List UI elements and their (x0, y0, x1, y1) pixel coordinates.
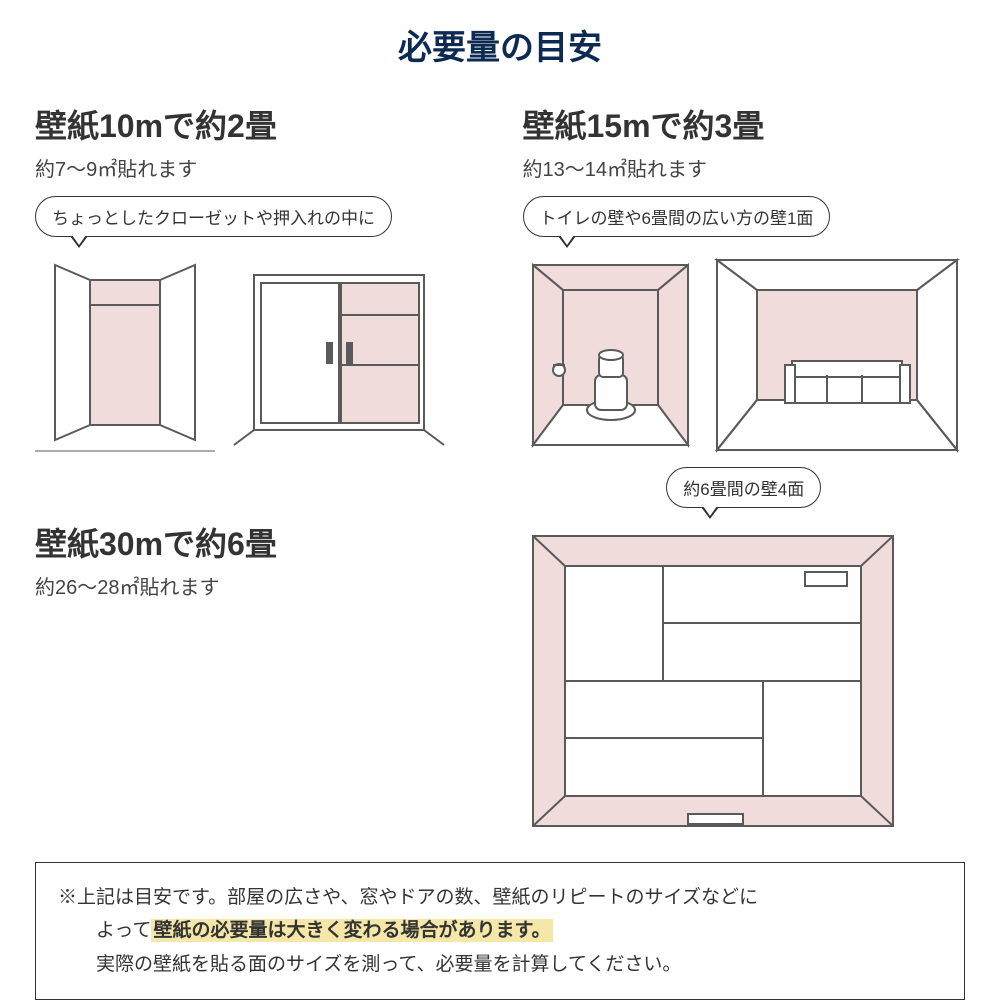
note-highlight: 壁紙の必要量は大きく変わる場合があります。 (151, 919, 552, 942)
illustration-row (523, 255, 966, 455)
section-sub: 約26～28㎡貼れます (35, 571, 478, 600)
section-sub: 約13～14㎡貼れます (523, 153, 966, 182)
illustration-row (35, 255, 478, 455)
note-box: ※上記は目安です。部屋の広さや、窓やドアの数、壁紙のリピートのサイズなどに よっ… (35, 862, 965, 1000)
speech-bubble: ちょっとしたクローゼットや押入れの中に (35, 196, 392, 237)
section-heading: 壁紙10mで約2畳 (35, 101, 478, 147)
section-heading: 壁紙15mで約3畳 (523, 101, 966, 147)
note-line2-pre: よって (58, 920, 151, 941)
note-line1: ※上記は目安です。部屋の広さや、窓やドアの数、壁紙のリピートのサイズなどに (58, 887, 758, 908)
page-title: 必要量の目安 (35, 20, 965, 69)
section-30m-text: 壁紙30mで約6畳 約26～28㎡貼れます (35, 519, 478, 836)
note-line3: 実際の壁紙を貼る面のサイズを測って、必要量を計算してください。 (58, 954, 681, 975)
section-10m: 壁紙10mで約2畳 約7～9㎡貼れます ちょっとしたクローゼットや押入れの中に (35, 101, 478, 455)
six-tatami-room-illustration (523, 526, 903, 836)
closet-open-illustration (35, 255, 215, 455)
section-sub: 約7～9㎡貼れます (35, 153, 478, 182)
oshiire-illustration (229, 255, 449, 455)
living-wall-illustration (712, 255, 962, 455)
speech-bubble: 約6畳間の壁4面 (666, 467, 821, 508)
content-grid: 壁紙10mで約2畳 約7～9㎡貼れます ちょっとしたクローゼットや押入れの中に (35, 101, 965, 836)
speech-bubble: トイレの壁や6畳間の広い方の壁1面 (523, 196, 831, 237)
section-15m: 壁紙15mで約3畳 約13～14㎡貼れます トイレの壁や6畳間の広い方の壁1面 (523, 101, 966, 455)
section-heading: 壁紙30mで約6畳 (35, 519, 478, 565)
section-30m-figure: 約6畳間の壁4面 (523, 467, 966, 836)
toilet-room-illustration (523, 255, 698, 455)
